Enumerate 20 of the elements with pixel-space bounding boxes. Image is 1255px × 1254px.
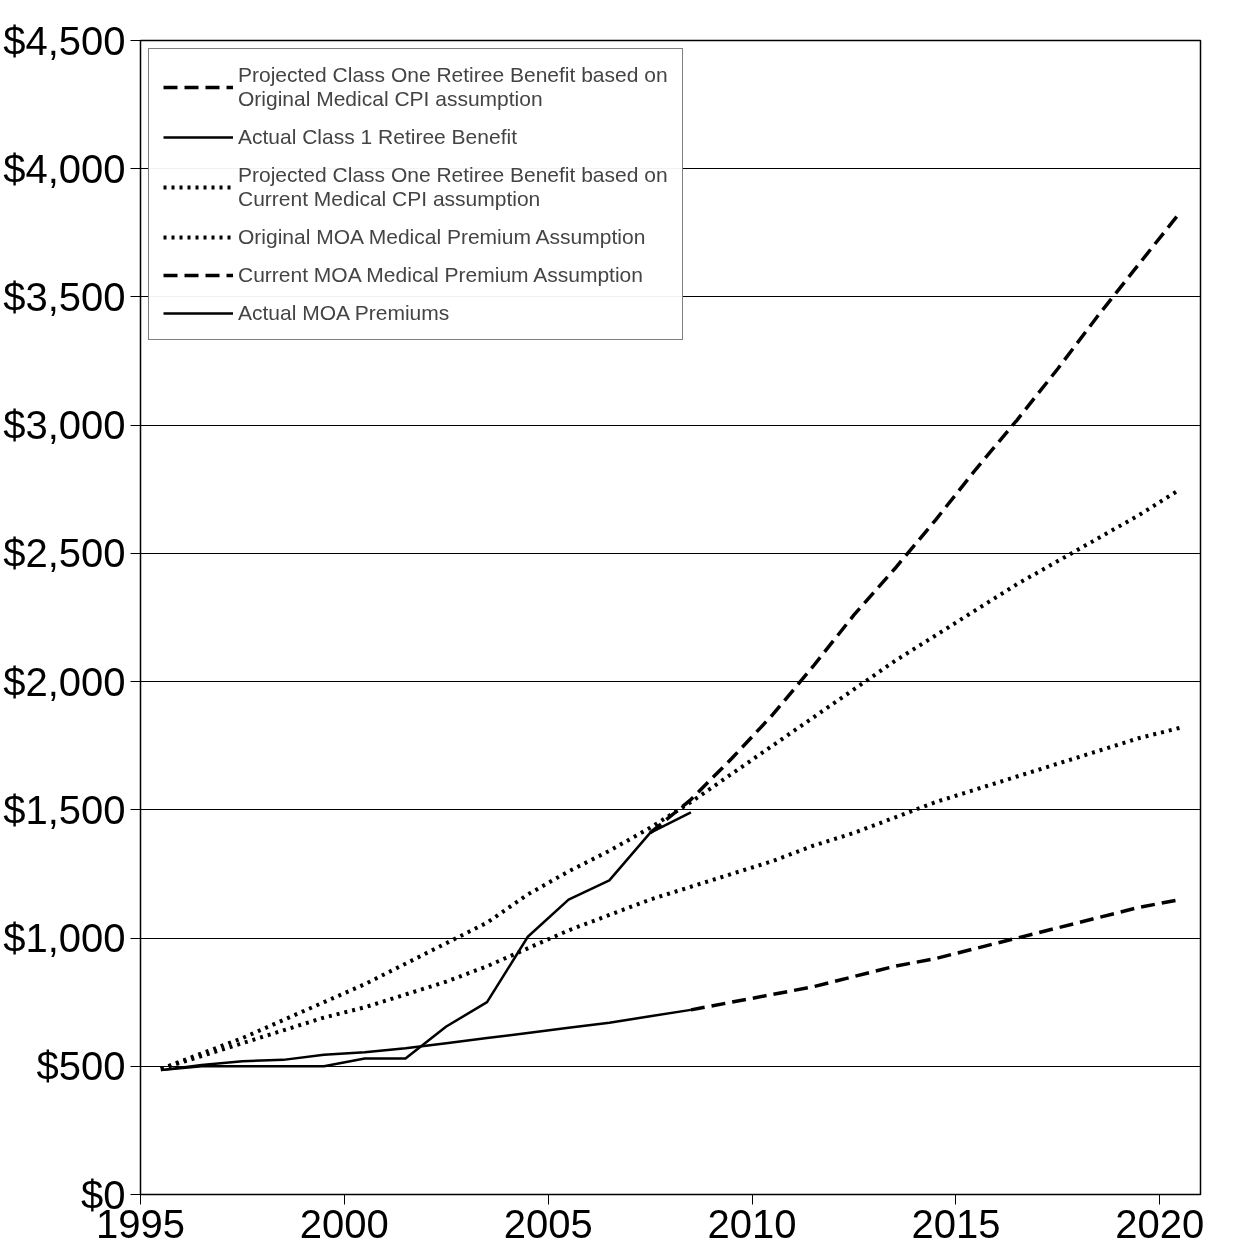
legend-label: Actual Class 1 Retiree Benefit — [238, 125, 517, 149]
y-tick-label: $3,500 — [3, 274, 126, 319]
y-tick-label: $1,500 — [3, 787, 126, 832]
y-tick-label: $4,500 — [3, 18, 126, 63]
y-tick-label: $500 — [36, 1044, 126, 1089]
x-tick-label: 2005 — [503, 1201, 593, 1246]
y-tick-label: $2,500 — [3, 531, 126, 576]
legend-label: Current MOA Medical Premium Assumption — [238, 263, 643, 287]
y-tick-label: $3,000 — [3, 403, 126, 448]
legend-label: Original MOA Medical Premium Assumption — [238, 225, 646, 249]
x-tick-label: 2000 — [299, 1201, 389, 1246]
x-tick-label: 2015 — [911, 1201, 1001, 1246]
y-tick-label: $4,000 — [3, 146, 126, 191]
y-tick-label: $1,000 — [3, 916, 126, 961]
legend-label: Projected Class One Retiree Benefit based on Current Medical CPI assumption — [238, 163, 668, 211]
x-tick-label: 2020 — [1115, 1201, 1205, 1246]
legend-label: Projected Class One Retiree Benefit based on Original Medical CPI assumption — [238, 63, 668, 111]
x-tick-label: 2010 — [707, 1201, 797, 1246]
y-tick-label: $2,000 — [3, 659, 126, 704]
legend-label: Actual MOA Premiums — [238, 301, 450, 325]
